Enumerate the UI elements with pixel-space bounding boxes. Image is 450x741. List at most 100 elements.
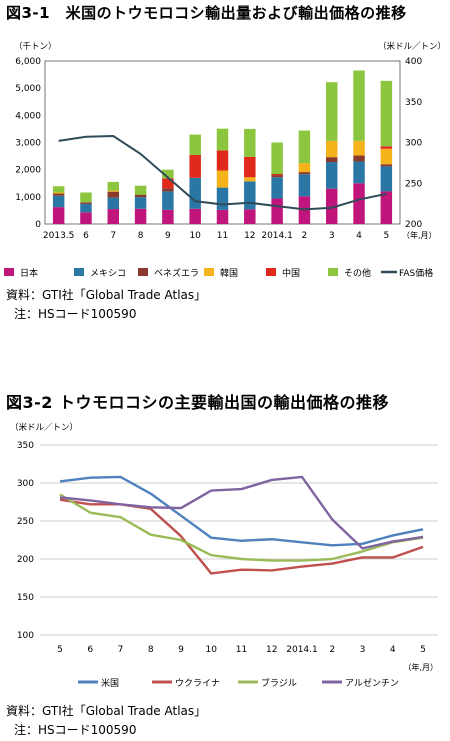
x-axis-tick-label: 3 xyxy=(360,645,366,655)
series-line xyxy=(59,475,424,547)
x-axis-tick-label: 6 xyxy=(83,231,89,241)
bar-segment xyxy=(380,166,393,192)
legend-label: ベネズエラ xyxy=(154,267,199,279)
bar-segment xyxy=(134,208,147,224)
y-axis-tick-label: 350 xyxy=(17,441,34,451)
bar-segment xyxy=(380,191,393,224)
bar-segment xyxy=(325,140,338,158)
left-axis-tick-label: 1,000 xyxy=(15,193,41,203)
figure-1-right-axis-unit: （米ドル／トン） xyxy=(378,42,447,52)
bar-segment xyxy=(189,208,201,224)
bar-segment xyxy=(52,186,65,193)
x-axis-tick-label: 5 xyxy=(383,231,389,241)
bar-segment xyxy=(353,161,365,184)
left-axis-tick-label: 6,000 xyxy=(15,57,41,67)
bar-segment xyxy=(298,130,311,164)
figure-2-source: 資料：GTI社「Global Trade Atlas」 xyxy=(6,704,207,718)
bar-segment xyxy=(107,181,120,191)
bar-segment xyxy=(244,177,256,182)
legend-label: FAS価格 xyxy=(399,267,433,279)
legend-swatch xyxy=(204,268,214,276)
x-axis-tick-label: 2013.5 xyxy=(43,231,75,241)
bar-segment xyxy=(162,209,174,224)
bar-segment xyxy=(134,197,147,209)
bar-segment xyxy=(380,164,393,167)
x-axis-tick-label: 2014.1 xyxy=(286,645,318,655)
figure-2-title: 図3-2 トウモロコシの主要輸出国の輸出価格の推移 xyxy=(6,393,389,412)
figure-1-note: 注：HSコード100590 xyxy=(14,307,137,321)
bar-segment xyxy=(52,193,65,196)
legend-swatch xyxy=(4,268,14,276)
bar-segment xyxy=(52,207,65,224)
x-axis-tick-label: 4 xyxy=(390,645,396,655)
x-axis-tick-label: 6 xyxy=(87,645,93,655)
right-axis-tick-label: 200 xyxy=(405,220,422,230)
bar-segment xyxy=(353,140,365,156)
bar-segment xyxy=(325,162,338,189)
legend-label: アルゼンチン xyxy=(345,677,399,689)
bar-segment xyxy=(244,156,256,178)
x-axis-tick-label: 12 xyxy=(244,231,255,241)
bar-segment xyxy=(80,192,92,203)
legend-swatch xyxy=(74,268,84,276)
bar-segment xyxy=(271,175,283,178)
legend-swatch xyxy=(138,268,148,276)
x-axis-tick-label: 5 xyxy=(57,645,63,655)
bar-segment xyxy=(52,195,65,208)
x-axis-tick-label: 2 xyxy=(329,645,335,655)
right-axis-tick-label: 250 xyxy=(405,179,422,189)
figure-2-chart: 100 150 200 250 300 350 5 6 7 8 9 10 11 12 2014.1 2 3 4 5 （… xyxy=(17,441,438,689)
y-axis-tick-label: 300 xyxy=(17,479,34,489)
x-axis-tick-label: 8 xyxy=(148,645,154,655)
bar-segment xyxy=(298,174,311,197)
legend-label: 米国 xyxy=(101,677,119,689)
x-axis-tick-label: 5 xyxy=(420,645,426,655)
series-line xyxy=(59,475,424,550)
bar-segment xyxy=(216,209,229,224)
left-axis-tick-label: 4,000 xyxy=(15,111,41,121)
bar-segment xyxy=(80,203,92,213)
legend-swatch xyxy=(328,268,338,276)
bar-segment xyxy=(325,82,338,141)
bar-segment xyxy=(216,128,229,151)
bar-segment xyxy=(162,178,174,189)
legend-label: その他 xyxy=(344,267,371,279)
x-axis-tick-label: 7 xyxy=(110,231,116,241)
left-axis-tick-label: 5,000 xyxy=(15,84,41,94)
bar-segment xyxy=(189,177,201,209)
bar-segment xyxy=(107,209,120,224)
x-axis-tick-label: 10 xyxy=(206,645,218,655)
x-axis-tick-label: 9 xyxy=(178,645,184,655)
y-axis-tick-label: 150 xyxy=(17,593,34,603)
legend-label: メキシコ xyxy=(90,269,126,279)
bar-segment xyxy=(325,188,338,224)
x-axis-tick-label: 12 xyxy=(266,645,277,655)
x-axis-tick-label: 11 xyxy=(217,231,228,241)
right-axis-tick-label: 400 xyxy=(405,57,422,67)
x-axis-tick-label: 7 xyxy=(118,645,124,655)
bar-segment xyxy=(353,70,365,141)
bar-segment xyxy=(271,142,283,175)
bar-segment xyxy=(271,177,283,199)
bar-segment xyxy=(162,188,174,192)
bar-segment xyxy=(134,194,147,198)
bar-segment xyxy=(325,157,338,163)
left-axis-tick-label: 3,000 xyxy=(15,139,41,149)
figure-1-source: 資料：GTI社「Global Trade Atlas」 xyxy=(6,288,207,302)
figure-1-chart: 0 1,000 2,000 3,000 4,000 5,000 6,000 200 250 300… xyxy=(4,57,437,279)
x-axis-tick-label: 9 xyxy=(165,231,171,241)
figure-1-title: 図3-1 米国のトウモロコシ輸出量および輸出価格の推移 xyxy=(6,4,407,22)
right-axis-tick-label: 300 xyxy=(405,139,422,149)
bar-segment xyxy=(107,190,120,192)
figure-1-left-axis-unit: （千トン） xyxy=(14,42,57,52)
bar-segment xyxy=(134,185,147,195)
bar-segment xyxy=(298,163,311,173)
bar-segment xyxy=(353,155,365,162)
bar-segment xyxy=(162,191,174,210)
legend-label: 中国 xyxy=(282,267,300,279)
x-axis-tick-label: 2014.1 xyxy=(261,231,293,241)
legend-swatch xyxy=(266,268,276,276)
y-axis-tick-label: 250 xyxy=(17,517,34,527)
x-axis-unit: （年,月） xyxy=(403,662,438,672)
bar-segment xyxy=(380,148,393,165)
